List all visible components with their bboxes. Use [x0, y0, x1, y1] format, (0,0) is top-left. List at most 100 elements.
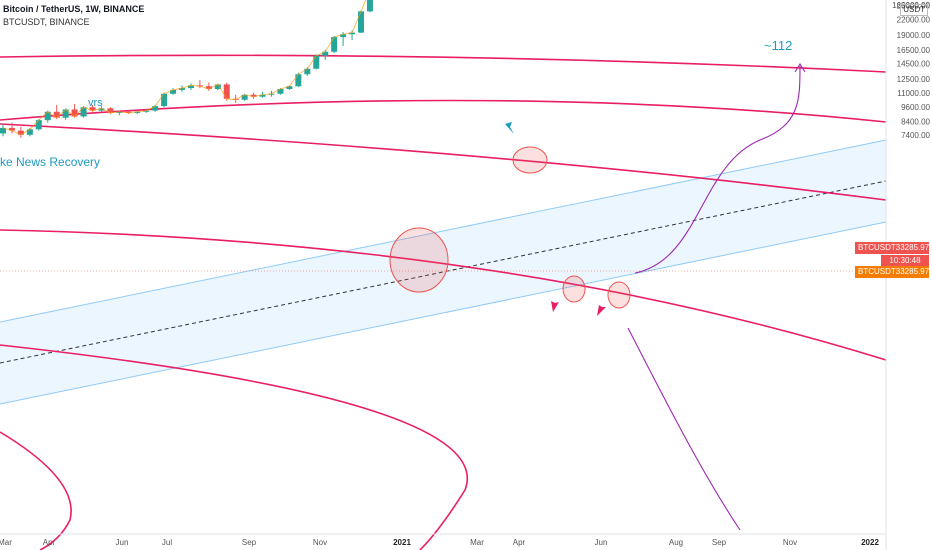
candle-body[interactable] — [322, 51, 329, 56]
time-tick-label: Jun — [595, 538, 608, 547]
arc-inner-1[interactable] — [0, 344, 468, 550]
candle-body[interactable] — [340, 34, 347, 38]
price-tick-label: 9600.00 — [901, 103, 930, 112]
chart-title: Bitcoin / TetherUS, 1W, BINANCE — [3, 4, 145, 14]
time-tick-label: Mar — [470, 538, 484, 547]
price-tick-label: 22000.00 — [897, 15, 931, 24]
time-tick-label: Jul — [162, 538, 172, 547]
last-tag-price: 33285.97 — [895, 267, 930, 276]
highlight-circle-breakout[interactable] — [389, 227, 449, 293]
highlight-circle-bottom-2[interactable] — [607, 281, 631, 309]
price-tick-label: 12500.00 — [897, 75, 931, 84]
candle-body[interactable] — [71, 109, 78, 117]
time-tick-label: 2021 — [393, 538, 411, 547]
time-tick-label: Sep — [712, 538, 727, 547]
candle-body[interactable] — [358, 11, 364, 33]
candle-body[interactable] — [313, 55, 320, 69]
candle-body[interactable] — [35, 120, 42, 130]
candle-body[interactable] — [268, 93, 275, 95]
candle-body[interactable] — [277, 89, 284, 94]
candle-body[interactable] — [366, 0, 373, 12]
time-tick-label: 2022 — [861, 538, 879, 547]
vrs-annotation[interactable]: vrs — [88, 97, 103, 109]
bearish-projection-path[interactable] — [627, 327, 741, 531]
candle-body[interactable] — [196, 85, 203, 87]
candle-body[interactable] — [241, 94, 248, 100]
time-tick-label: Nov — [313, 538, 327, 547]
candle-body[interactable] — [214, 84, 221, 90]
time-tick-label: Apr — [43, 538, 56, 547]
candle-body[interactable] — [44, 111, 51, 121]
highlight-circle-bottom-1[interactable] — [562, 275, 586, 303]
candle-body[interactable] — [125, 111, 132, 113]
price-tick-label: 14500.00 — [897, 59, 931, 68]
candle-body[interactable] — [259, 94, 266, 97]
candle-body[interactable] — [295, 74, 302, 87]
symbol-tag-price: 33285.97 — [895, 243, 930, 252]
price-tick-label: 11000.00 — [897, 89, 930, 98]
time-tick-label: Sep — [242, 538, 257, 547]
channel-median-line[interactable] — [0, 180, 887, 364]
candle-body[interactable] — [161, 93, 168, 107]
pink-marker-arrow-1 — [551, 301, 559, 312]
bullish-arrowhead — [794, 62, 806, 73]
arc-inner-2[interactable] — [0, 431, 72, 550]
candle-body[interactable] — [0, 127, 6, 134]
candle-body[interactable] — [134, 111, 141, 113]
candlestick-series[interactable] — [0, 0, 624, 138]
bullish-projection-path[interactable] — [634, 65, 801, 274]
arc-mid-1[interactable] — [0, 123, 887, 201]
candle-body[interactable] — [349, 32, 356, 35]
channel-upper-line[interactable] — [0, 139, 887, 323]
time-axis[interactable]: Mar Apr Jun Jul Sep Nov 2021 Mar Apr Jun Aug Sep Nov… — [0, 533, 886, 547]
candle-body[interactable] — [223, 84, 230, 99]
candle-body[interactable] — [304, 68, 311, 75]
candle-body[interactable] — [205, 86, 212, 90]
candle-body[interactable] — [62, 109, 69, 118]
candle-body[interactable] — [89, 107, 96, 111]
candle-body[interactable] — [179, 88, 185, 90]
candle-body[interactable] — [116, 111, 123, 113]
arc-outer-1[interactable] — [0, 54, 887, 73]
candle-body[interactable] — [152, 106, 159, 111]
candle-body[interactable] — [232, 98, 239, 100]
projection-paths[interactable] — [627, 62, 806, 531]
symbol-tag-symbol: BTCUSDT — [858, 243, 896, 252]
price-tick-label: 16500.00 — [897, 46, 931, 55]
candle-body[interactable] — [331, 37, 338, 52]
candle-body[interactable] — [53, 111, 60, 118]
time-tick-label: Aug — [669, 538, 683, 547]
arc-mid-2[interactable] — [0, 229, 887, 361]
channel-fill — [0, 140, 886, 404]
candle-body[interactable] — [187, 85, 194, 89]
last-price-tag: BTCUSDT 33285.97 — [855, 266, 929, 278]
time-tick-label: Nov — [783, 538, 797, 547]
target-annotation[interactable]: ~112 — [764, 38, 793, 53]
candle-body[interactable] — [143, 110, 150, 112]
news-recovery-annotation[interactable]: ke News Recovery — [0, 155, 101, 169]
currency-label: USDT — [900, 4, 928, 16]
candle-body[interactable] — [170, 89, 177, 94]
candle-body[interactable] — [17, 130, 24, 135]
fib-arcs[interactable] — [0, 54, 887, 550]
candle-body[interactable] — [80, 107, 87, 117]
highlight-circles[interactable] — [389, 146, 631, 309]
candle-body[interactable] — [286, 86, 293, 90]
candle-body[interactable] — [8, 127, 15, 131]
pink-marker-arrow-2 — [597, 305, 606, 316]
candle-body[interactable] — [250, 94, 257, 97]
parallel-channel[interactable] — [0, 139, 887, 405]
time-tick-label: Mar — [0, 538, 12, 547]
candle-body[interactable] — [107, 108, 114, 113]
countdown-tag: 10:30:48 — [881, 255, 929, 266]
price-tick-label: 7400.00 — [901, 131, 930, 140]
channel-lower-line[interactable] — [0, 221, 887, 405]
candle-body[interactable] — [26, 129, 33, 135]
highlight-circle-top[interactable] — [512, 146, 548, 174]
time-tick-label: Jun — [116, 538, 129, 547]
price-tick-label: 160000.00 — [892, 1, 930, 10]
arc-outer-2[interactable] — [0, 99, 887, 123]
chart-subtitle: BTCUSDT, BINANCE — [3, 17, 90, 27]
candle-body[interactable] — [98, 108, 105, 111]
